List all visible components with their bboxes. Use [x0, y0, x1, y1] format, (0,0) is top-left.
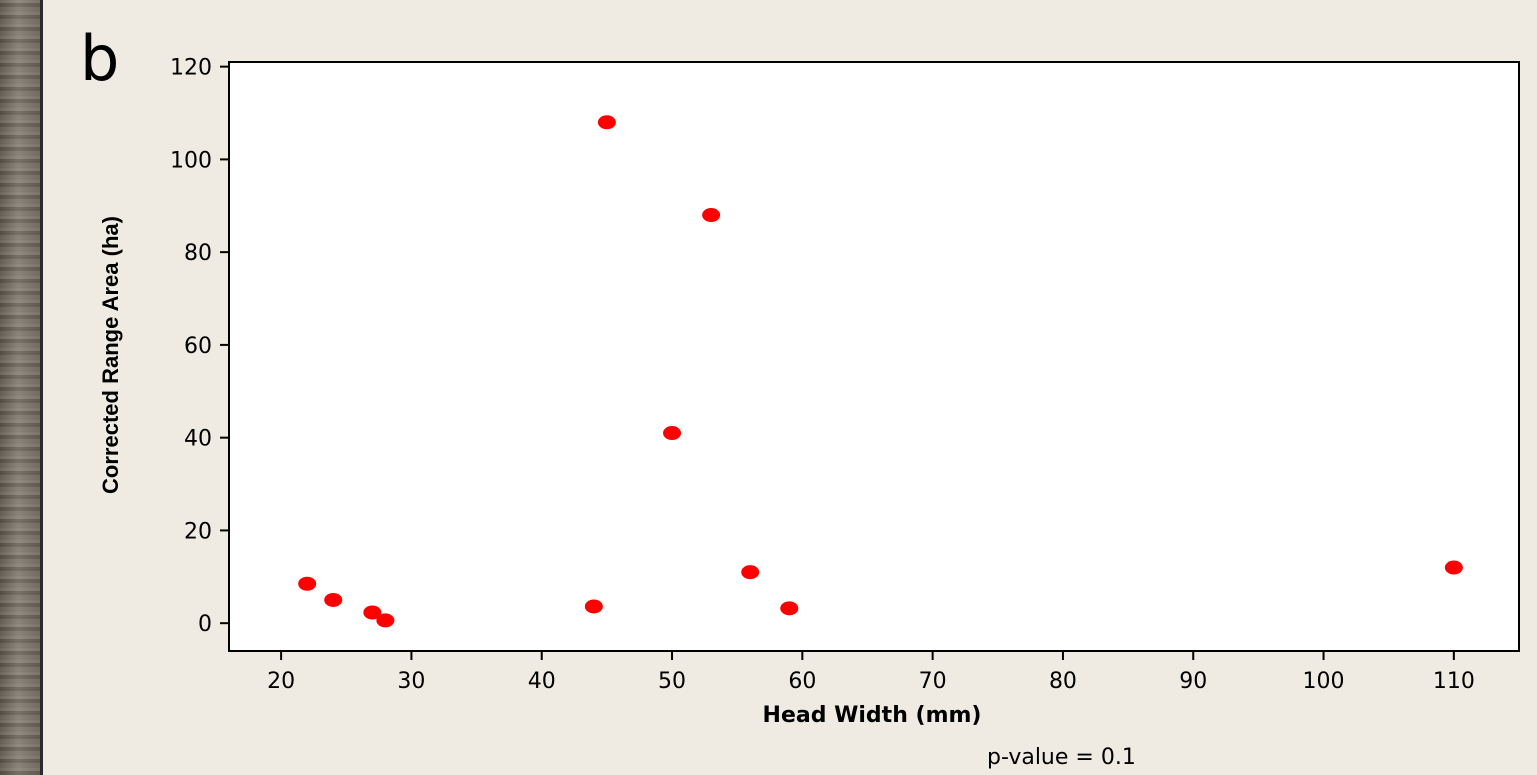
x-tick-label: 60 — [788, 669, 816, 694]
slide-border — [40, 0, 43, 775]
data-point — [1444, 560, 1463, 575]
data-point — [702, 208, 721, 223]
x-tick-label: 70 — [919, 669, 947, 694]
data-point — [741, 565, 760, 580]
plot-area — [228, 61, 1520, 652]
y-axis-title: Corrected Range Area (ha) — [98, 216, 123, 494]
x-tick-label: 20 — [267, 669, 295, 694]
x-axis: 20 30 40 50 60 70 80 90 100 110 — [267, 651, 1475, 694]
data-point — [376, 613, 395, 628]
data-point — [324, 592, 343, 607]
y-tick-label: 20 — [184, 519, 212, 544]
data-point — [363, 605, 382, 620]
y-tick-label: 0 — [198, 612, 212, 637]
y-tick-label: 120 — [170, 56, 212, 81]
x-tick-label: 40 — [528, 669, 556, 694]
x-axis-title: Head Width (mm) — [763, 703, 982, 728]
x-tick-label: 110 — [1433, 669, 1475, 694]
x-tick-label: 100 — [1303, 669, 1345, 694]
panel-label: b — [80, 22, 120, 95]
data-point — [597, 115, 616, 130]
data-points — [298, 115, 1463, 628]
data-point — [780, 601, 799, 616]
x-tick-label: 30 — [397, 669, 425, 694]
x-tick-label: 90 — [1179, 669, 1207, 694]
y-tick-label: 60 — [184, 334, 212, 359]
x-tick-label: 80 — [1049, 669, 1077, 694]
x-tick-label: 50 — [658, 669, 686, 694]
y-tick-label: 80 — [184, 241, 212, 266]
y-tick-label: 100 — [170, 148, 212, 173]
data-point — [584, 599, 603, 614]
background-texture-strip — [0, 0, 40, 775]
data-point — [298, 576, 317, 591]
data-point — [663, 426, 682, 441]
y-tick-label: 40 — [184, 427, 212, 452]
y-axis: 0 20 40 60 80 100 120 — [170, 56, 229, 637]
p-value-annotation: p-value = 0.1 — [987, 745, 1136, 770]
